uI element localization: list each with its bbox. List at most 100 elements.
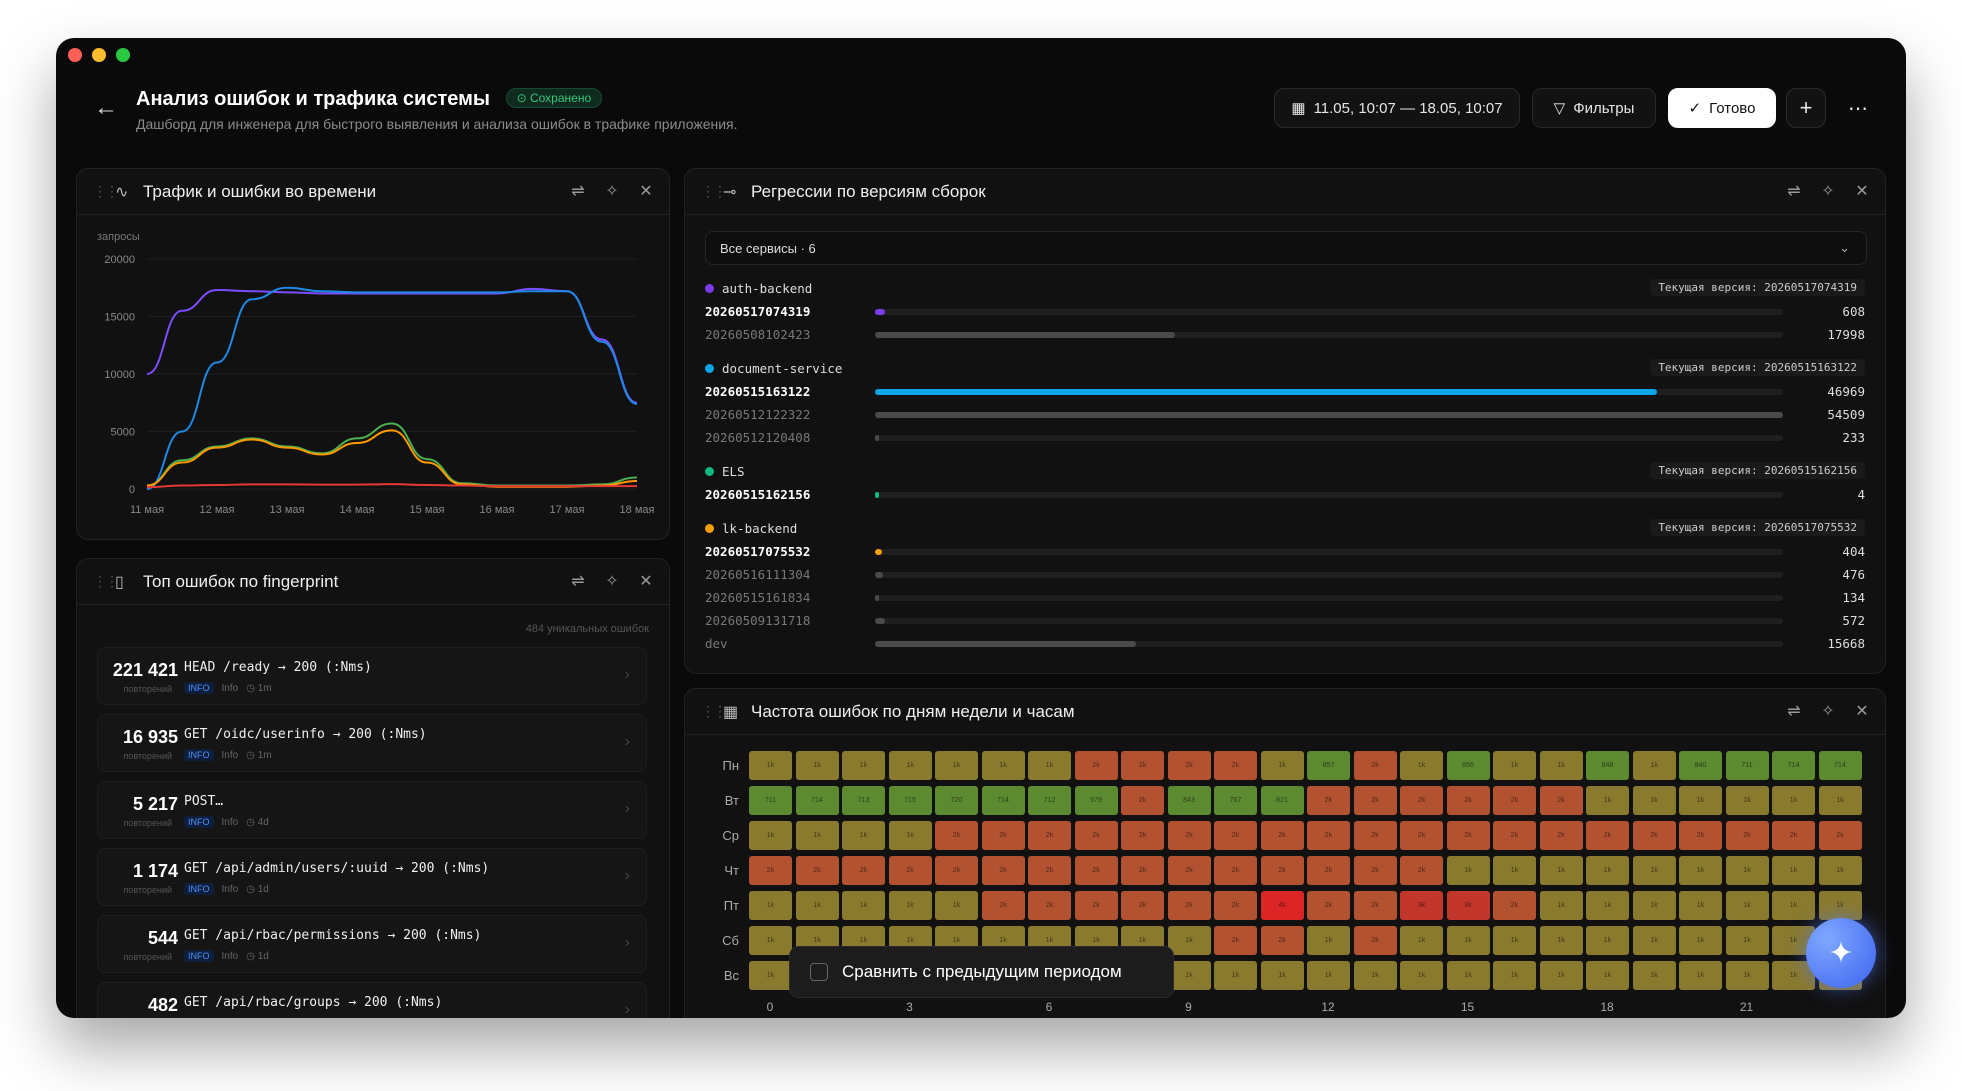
heatmap-cell[interactable]: 1k bbox=[1679, 891, 1722, 920]
filters-button[interactable]: ▽ Фильтры bbox=[1532, 88, 1656, 128]
heatmap-cell[interactable]: 857 bbox=[1307, 751, 1350, 780]
heatmap-cell[interactable]: 1k bbox=[749, 961, 792, 990]
heatmap-cell[interactable]: 4k bbox=[1260, 891, 1304, 920]
heatmap-cell[interactable]: 2k bbox=[1353, 786, 1397, 815]
heatmap-cell[interactable]: 2k bbox=[842, 856, 885, 885]
heatmap-cell[interactable]: 1k bbox=[795, 891, 839, 920]
heatmap-cell[interactable]: 2k bbox=[1818, 821, 1862, 850]
heatmap-cell[interactable]: 1k bbox=[1400, 961, 1443, 990]
drag-handle-icon[interactable]: ⋮⋮ bbox=[93, 573, 119, 589]
heatmap-cell[interactable]: 713 bbox=[842, 786, 885, 815]
drag-handle-icon[interactable]: ⋮⋮ bbox=[93, 183, 119, 199]
heatmap-cell[interactable]: 1k bbox=[1679, 926, 1722, 955]
heatmap-cell[interactable]: 1k bbox=[842, 891, 885, 920]
heatmap-cell[interactable]: 2k bbox=[1214, 891, 1257, 920]
heatmap-cell[interactable]: 1k bbox=[1632, 961, 1676, 990]
heatmap-cell[interactable]: 711 bbox=[749, 786, 792, 815]
heatmap-cell[interactable]: 821 bbox=[1260, 786, 1304, 815]
heatmap-cell[interactable]: 1k bbox=[1632, 856, 1676, 885]
heatmap-cell[interactable]: 2k bbox=[1493, 786, 1536, 815]
zoom-window-button[interactable] bbox=[116, 48, 130, 62]
service-select[interactable]: Все сервисы · 6 ⌄ bbox=[705, 231, 1867, 265]
heatmap-cell[interactable]: 1k bbox=[749, 821, 792, 850]
heatmap-cell[interactable]: 1k bbox=[888, 751, 932, 780]
heatmap-cell[interactable]: 2k bbox=[1121, 856, 1164, 885]
heatmap-cell[interactable]: 1k bbox=[1772, 786, 1815, 815]
heatmap-cell[interactable]: 1k bbox=[1167, 961, 1211, 990]
heatmap-cell[interactable]: 1k bbox=[1586, 926, 1629, 955]
heatmap-cell[interactable]: 2k bbox=[935, 821, 978, 850]
heatmap-cell[interactable]: 1k bbox=[1493, 926, 1536, 955]
heatmap-cell[interactable]: 2k bbox=[1260, 926, 1304, 955]
heatmap-cell[interactable]: 1k bbox=[1818, 786, 1862, 815]
error-row[interactable]: 5 217 повторений POST… INFO Info ◷ 4d › bbox=[97, 781, 647, 839]
heatmap-cell[interactable]: 2k bbox=[1539, 786, 1583, 815]
heatmap-cell[interactable]: 1k bbox=[935, 751, 978, 780]
heatmap-cell[interactable]: 1k bbox=[1539, 891, 1583, 920]
heatmap-cell[interactable]: 1k bbox=[749, 926, 792, 955]
heatmap-cell[interactable]: 2k bbox=[1586, 821, 1629, 850]
sparkle-icon[interactable]: ✧ bbox=[1821, 183, 1835, 200]
heatmap-cell[interactable]: 720 bbox=[935, 786, 978, 815]
heatmap-cell[interactable]: 1k bbox=[1679, 856, 1722, 885]
heatmap-cell[interactable]: 1k bbox=[1493, 856, 1536, 885]
heatmap-cell[interactable]: 2k bbox=[1772, 821, 1815, 850]
heatmap-cell[interactable]: 2k bbox=[1028, 891, 1071, 920]
heatmap-cell[interactable]: 2k bbox=[1725, 821, 1769, 850]
heatmap-cell[interactable]: 3k bbox=[1400, 891, 1443, 920]
heatmap-cell[interactable]: 1k bbox=[1632, 751, 1676, 780]
heatmap-cell[interactable]: 1k bbox=[1446, 961, 1490, 990]
heatmap-cell[interactable]: 1k bbox=[1260, 961, 1304, 990]
heatmap-cell[interactable]: 1k bbox=[1586, 891, 1629, 920]
heatmap-cell[interactable]: 2k bbox=[749, 856, 792, 885]
heatmap-cell[interactable]: 1k bbox=[1493, 961, 1536, 990]
heatmap-cell[interactable]: 2k bbox=[981, 821, 1025, 850]
heatmap-cell[interactable]: 2k bbox=[1353, 856, 1397, 885]
heatmap-cell[interactable]: 767 bbox=[1214, 786, 1257, 815]
heatmap-cell[interactable]: 2k bbox=[1121, 891, 1164, 920]
heatmap-cell[interactable]: 1k bbox=[1725, 961, 1769, 990]
date-range-button[interactable]: ▦ 11.05, 10:07 — 18.05, 10:07 bbox=[1274, 88, 1520, 128]
heatmap-cell[interactable]: 2k bbox=[1307, 891, 1350, 920]
heatmap-cell[interactable]: 1k bbox=[1028, 751, 1071, 780]
drag-handle-icon[interactable]: ⋮⋮ bbox=[701, 703, 727, 719]
heatmap-cell[interactable]: 3k bbox=[1446, 891, 1490, 920]
heatmap-cell[interactable]: 2k bbox=[1353, 926, 1397, 955]
heatmap-cell[interactable]: 1k bbox=[1539, 751, 1583, 780]
heatmap-cell[interactable]: 1k bbox=[1772, 856, 1815, 885]
heatmap-cell[interactable]: 2k bbox=[1167, 821, 1211, 850]
close-icon[interactable]: ✕ bbox=[639, 183, 653, 200]
heatmap-cell[interactable]: 2k bbox=[1260, 821, 1304, 850]
heatmap-cell[interactable]: 2k bbox=[1632, 821, 1676, 850]
error-row[interactable]: 221 421 повторений HEAD /ready → 200 (:Nms… bbox=[97, 647, 647, 705]
heatmap-cell[interactable]: 2k bbox=[1167, 891, 1211, 920]
heatmap-cell[interactable]: 1k bbox=[1679, 961, 1722, 990]
heatmap-cell[interactable]: 1k bbox=[749, 891, 792, 920]
heatmap-cell[interactable]: 1k bbox=[1818, 856, 1862, 885]
heatmap-cell[interactable]: 2k bbox=[1074, 751, 1118, 780]
heatmap-cell[interactable]: 2k bbox=[1307, 786, 1350, 815]
heatmap-cell[interactable]: 2k bbox=[1214, 926, 1257, 955]
heatmap-cell[interactable]: 715 bbox=[888, 786, 932, 815]
heatmap-cell[interactable]: 1k bbox=[1167, 926, 1211, 955]
heatmap-cell[interactable]: 1k bbox=[1307, 961, 1350, 990]
heatmap-cell[interactable]: 1k bbox=[1539, 961, 1583, 990]
done-button[interactable]: ✓ Готово bbox=[1668, 88, 1776, 128]
heatmap-cell[interactable]: 2k bbox=[1028, 856, 1071, 885]
heatmap-cell[interactable]: 1k bbox=[1632, 786, 1676, 815]
heatmap-cell[interactable]: 979 bbox=[1074, 786, 1118, 815]
heatmap-cell[interactable]: 2k bbox=[1446, 821, 1490, 850]
heatmap-cell[interactable]: 1k bbox=[935, 891, 978, 920]
error-row[interactable]: 544 повторений GET /api/rbac/permissions →… bbox=[97, 915, 647, 973]
heatmap-cell[interactable]: 1k bbox=[795, 821, 839, 850]
heatmap-cell[interactable]: 714 bbox=[1818, 751, 1862, 780]
minimize-window-button[interactable] bbox=[92, 48, 106, 62]
more-menu-button[interactable]: ⋯ bbox=[1838, 88, 1878, 128]
heatmap-cell[interactable]: 1k bbox=[1307, 926, 1350, 955]
heatmap-cell[interactable]: 2k bbox=[1539, 821, 1583, 850]
heatmap-cell[interactable]: 2k bbox=[795, 856, 839, 885]
heatmap-cell[interactable]: 856 bbox=[1446, 751, 1490, 780]
heatmap-cell[interactable]: 1k bbox=[981, 751, 1025, 780]
heatmap-cell[interactable]: 1k bbox=[1725, 891, 1769, 920]
heatmap-cell[interactable]: 714 bbox=[1772, 751, 1815, 780]
